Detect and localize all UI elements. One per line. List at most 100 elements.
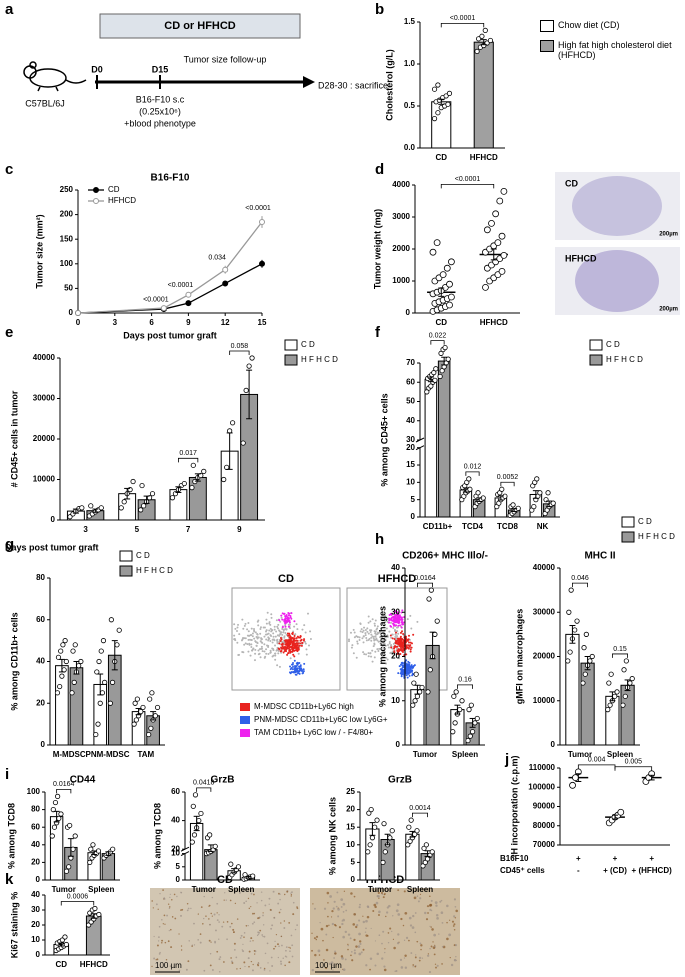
flow-event	[401, 609, 404, 612]
ihc-texture	[223, 899, 225, 901]
flow-event	[295, 662, 298, 665]
data-point	[69, 690, 75, 696]
data-point	[472, 720, 478, 726]
data-point	[412, 698, 418, 704]
ihc-texture	[275, 934, 278, 936]
ihc-texture	[242, 950, 245, 953]
ihc-texture	[364, 931, 367, 933]
data-point	[617, 808, 625, 816]
data-point	[496, 197, 504, 205]
flow-event	[287, 614, 290, 617]
ihc-texture	[329, 895, 332, 898]
flow-event	[282, 628, 285, 631]
data-point	[59, 673, 65, 679]
flow-event	[284, 643, 287, 646]
flow-event	[246, 634, 249, 637]
significance-bracket	[577, 764, 616, 769]
ihc-texture	[285, 946, 288, 949]
flow-event	[254, 631, 257, 634]
legend-label: Chow diet (CD)	[558, 20, 620, 30]
flow-event	[369, 631, 372, 634]
x-tick-label: 3	[113, 318, 118, 327]
day-label: D0	[91, 64, 103, 74]
ihc-texture	[408, 939, 410, 942]
ihc-texture	[151, 900, 153, 902]
flow-event	[392, 622, 395, 625]
data-point	[589, 653, 595, 660]
flow-event	[283, 620, 286, 623]
data-point	[389, 828, 395, 834]
ihc-texture	[257, 917, 260, 920]
flow-event	[256, 636, 259, 639]
flow-event	[233, 623, 236, 626]
flow-event	[381, 656, 384, 659]
flow-event	[263, 650, 266, 653]
data-point	[620, 702, 626, 708]
flow-event	[281, 643, 284, 646]
ihc-texture	[358, 932, 361, 936]
data-point	[148, 725, 154, 731]
y-tick-label: 15	[346, 822, 355, 831]
data-point	[423, 842, 429, 848]
ihc-texture	[289, 950, 291, 952]
data-point	[414, 828, 420, 834]
data-point	[583, 631, 589, 637]
x-tick-label: NK	[537, 522, 549, 531]
ihc-texture	[282, 957, 284, 959]
flow-event	[280, 614, 283, 617]
y-tick-label: 25	[346, 787, 355, 796]
ihc-texture	[243, 932, 246, 934]
ihc-texture	[424, 911, 427, 915]
data-point	[109, 679, 116, 685]
data-point	[498, 232, 506, 240]
ihc-texture	[245, 900, 248, 903]
ihc-texture	[284, 964, 286, 967]
y-tick-label: 20	[31, 858, 40, 867]
ihc-texture	[332, 969, 334, 971]
ihc-texture	[279, 893, 281, 895]
data-point	[469, 729, 476, 735]
legend-swatch	[119, 550, 133, 562]
flow-event	[401, 630, 404, 633]
bar	[620, 684, 635, 746]
y-tick-label: 40	[36, 657, 45, 666]
ihc-texture	[231, 962, 234, 964]
flow-event	[283, 612, 286, 615]
p-value: 0.0418	[193, 780, 215, 787]
ihc-texture	[268, 903, 270, 905]
flow-event	[384, 629, 387, 632]
flow-event	[293, 659, 296, 662]
ihc-texture	[180, 949, 183, 951]
ihc-texture	[197, 913, 199, 915]
data-point	[433, 239, 441, 247]
legend-marker	[93, 198, 99, 204]
flow-event	[259, 626, 262, 629]
ihc-texture	[356, 923, 359, 927]
y-tick-label: 80	[36, 573, 45, 582]
ihc-texture	[248, 965, 250, 968]
flow-event	[385, 662, 388, 665]
flow-event	[389, 625, 392, 628]
ihc-texture	[169, 893, 171, 895]
ihc-texture	[431, 910, 433, 912]
data-point	[189, 484, 195, 491]
flow-event	[292, 662, 295, 665]
ihc-texture	[283, 893, 286, 896]
flow-event	[242, 651, 245, 654]
ihc-texture	[245, 924, 248, 927]
ihc-texture	[441, 945, 444, 948]
flow-event	[412, 633, 415, 636]
x-tick-label: Spleen	[228, 885, 254, 894]
y-tick-label: 5	[176, 862, 181, 871]
flow-event	[402, 633, 405, 636]
legend-label: HFHCD	[108, 196, 136, 205]
flow-event	[284, 625, 287, 628]
flow-event	[388, 619, 391, 622]
data-point	[482, 27, 488, 33]
ihc-texture	[352, 923, 356, 926]
p-value: 0.005	[625, 759, 643, 766]
data-point	[368, 806, 374, 813]
flow-event	[268, 629, 271, 632]
data-point	[499, 486, 505, 492]
flow-event	[301, 672, 304, 675]
